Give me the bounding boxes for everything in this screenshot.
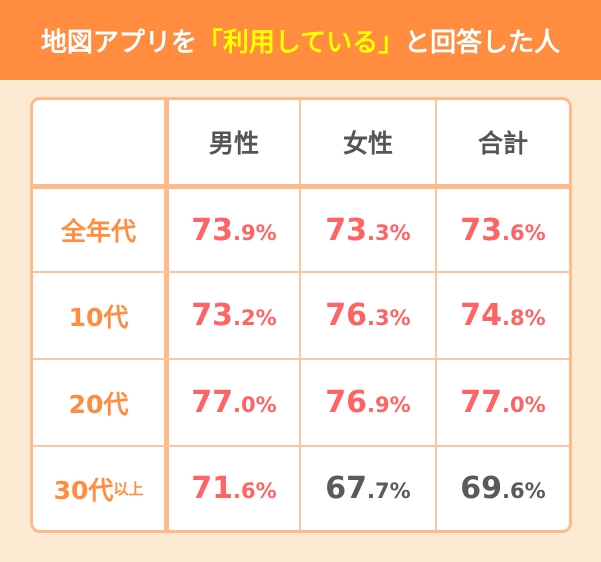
col-header-female: 女性 [301,100,437,184]
value-integer: 77 [460,385,503,420]
value-integer: 77 [191,385,234,420]
table-row: 10代 73.2% 76.3% 74.8% [33,271,569,358]
value: 77.0% [191,385,276,420]
value-cell: 71.6% [169,447,301,530]
value-integer: 73 [191,212,234,248]
value-integer: 76 [325,385,368,420]
value: 73.6% [460,213,545,248]
title-pre: 地図アプリを [40,27,197,58]
results-table: 男性 女性 合計 全年代 73.9% 73.3% 73.6% 10代 73.2% 76.3%… [30,97,572,533]
value-cell: 77.0% [169,360,301,445]
value-decimal: .9% [233,220,277,245]
value-integer: 73 [325,212,368,248]
value: 67.7% [325,471,410,506]
title-post: と回答した人 [404,27,561,58]
value-decimal: .6% [502,220,546,245]
value-integer: 73 [191,298,234,333]
row-header: 全年代 [33,189,169,271]
value-decimal: .2% [233,306,277,330]
row-header: 30代 以上 [33,447,169,530]
table-row: 30代 以上 71.6% 67.7% 69.6% [33,445,569,530]
value-decimal: .6% [233,479,277,503]
corner-cell [33,100,169,184]
value-decimal: .0% [233,393,277,417]
value-cell: 76.3% [301,273,437,358]
col-header-male: 男性 [169,100,301,184]
value-integer: 73 [460,212,503,248]
value-cell: 77.0% [437,360,569,445]
value-cell: 69.6% [437,447,569,530]
value: 76.3% [325,298,410,333]
value: 77.0% [460,385,545,420]
value: 69.6% [460,471,545,506]
row-label-suffix: 以上 [113,480,144,498]
value-cell: 73.2% [169,273,301,358]
value: 73.3% [325,213,410,248]
row-label: 全年代 [60,217,136,246]
value-integer: 74 [460,298,503,333]
row-label: 20代 [68,389,129,419]
value-integer: 69 [460,471,503,506]
row-label: 10代 [68,302,129,332]
col-header-total: 合計 [477,129,528,158]
table-row: 全年代 73.9% 73.3% 73.6% [33,184,569,271]
value-cell: 67.7% [301,447,437,530]
value: 76.9% [325,385,410,420]
value: 73.9% [191,213,276,248]
value-cell: 73.6% [437,189,569,271]
value-cell: 73.9% [169,189,301,271]
value-cell: 74.8% [437,273,569,358]
value-decimal: .7% [367,479,411,503]
value-cell: 73.3% [301,189,437,271]
value-decimal: .8% [502,306,546,330]
row-header: 20代 [33,360,169,445]
value-integer: 76 [325,298,368,333]
value-decimal: .3% [367,306,411,330]
value-cell: 76.9% [301,360,437,445]
value-decimal: .9% [367,393,411,417]
header-row: 男性 女性 合計 [33,100,569,184]
value: 71.6% [191,471,276,506]
value-decimal: .0% [502,393,546,417]
value: 74.8% [460,298,545,333]
value: 73.2% [191,298,276,333]
value-decimal: .6% [502,479,546,503]
value-integer: 71 [191,471,234,506]
title-highlight: 「利用している」 [196,27,405,58]
value-integer: 67 [325,471,368,506]
title-banner: 地図アプリを 「利用している」 と回答した人 [0,0,601,80]
row-header: 10代 [33,273,169,358]
row-label: 30代 [53,475,114,505]
value-decimal: .3% [367,220,411,245]
table-row: 20代 77.0% 76.9% 77.0% [33,358,569,445]
